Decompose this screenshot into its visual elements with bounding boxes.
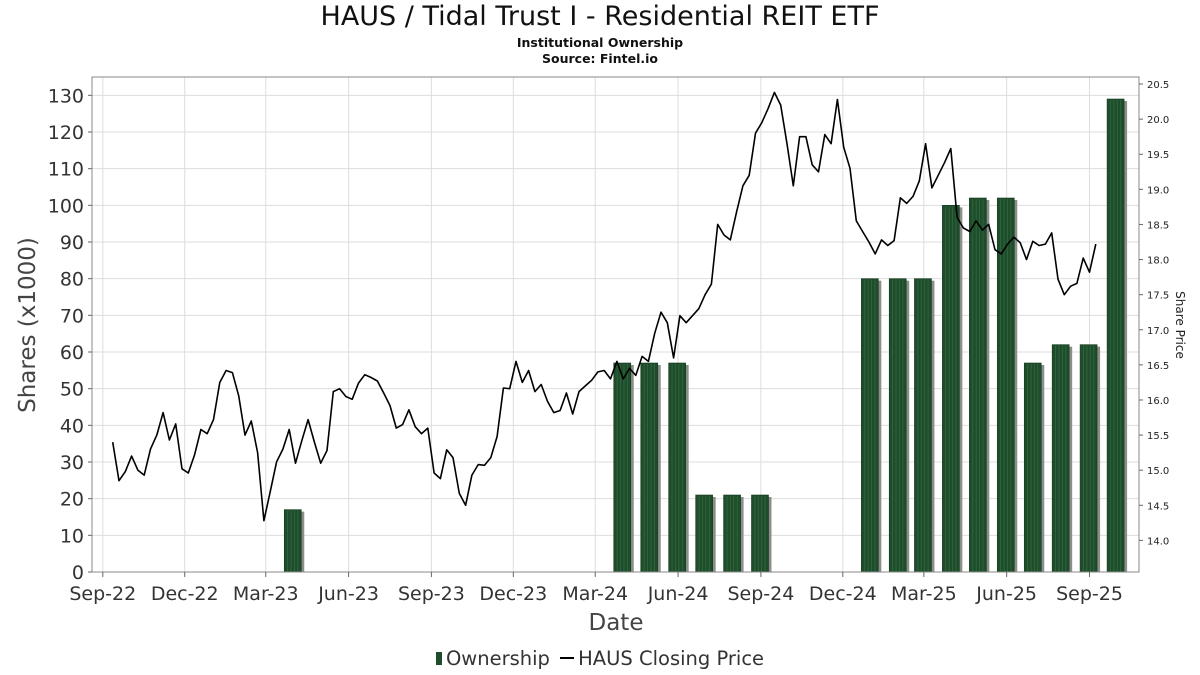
tick-label-right: 15.5 [1147,431,1169,442]
tick-label-right: 18.0 [1147,256,1169,267]
ownership-bar [1023,362,1042,573]
legend-ownership: Ownership [435,646,550,672]
y-axis-title: Shares (x1000) [15,237,41,413]
tick-label-left: 90 [60,232,84,254]
tick-label-x: Sep-23 [398,583,465,605]
tick-label-left: 80 [60,269,84,291]
tick-label-left: 20 [60,489,84,511]
tick-label-left: 0 [72,562,84,584]
tick-label-x: Sep-24 [727,583,794,605]
tick-label-x: Sep-25 [1056,583,1123,605]
ownership-bars [283,98,1128,573]
x-axis-title: Date [589,610,644,636]
tick-label-x: Mar-25 [891,583,957,605]
tick-label-x: Mar-24 [562,583,628,605]
ownership-bar [942,205,960,573]
tick-label-right: 20.0 [1147,115,1169,126]
tick-label-right: 16.5 [1147,361,1169,372]
tick-label-x: Dec-23 [479,583,547,605]
ownership-bar [283,509,302,573]
tick-label-right: 19.0 [1147,185,1169,196]
price-series-line [111,91,1097,522]
ownership-bar [888,278,907,573]
chart-subtitle: Institutional Ownership [516,35,684,50]
tick-label-right: 20.5 [1147,80,1169,91]
tick-label-right: 15.0 [1147,466,1169,477]
ownership-bar [751,494,769,573]
legend-line-swatch [560,657,575,659]
tick-label-right: 19.5 [1147,150,1169,161]
x-axis-ticks: Sep-22 Dec-22 Mar-23 Jun-23 Sep-23 Dec-23 Mar-… [69,572,1123,605]
tick-label-left: 10 [60,525,84,547]
tick-label-left: 110 [48,159,84,181]
tick-label-left: 30 [60,452,84,474]
left-axis-ticks: 0 10 20 30 40 50 60 70 80 90 100 110 120 130 [48,85,92,584]
ownership-bar [914,278,932,573]
tick-label-left: 70 [60,305,84,327]
tick-label-left: 40 [60,415,84,437]
ownership-bar [695,494,713,573]
tick-label-x: Dec-24 [809,583,877,605]
tick-label-right: 17.0 [1147,326,1169,337]
price-line [111,91,1097,522]
right-axis-ticks: 14.0 14.5 15.0 15.5 16.0 16.5 17.0 17.5 18.0 18.5… [1139,80,1169,547]
ownership-bar [723,494,741,573]
chart-source: Source: Fintel.io [542,51,658,66]
ownership-bar [613,362,632,573]
tick-label-left: 50 [60,379,84,401]
tick-label-x: Jun-23 [317,583,379,605]
tick-label-right: 14.0 [1147,536,1169,547]
plot-frame [91,76,1140,573]
chart-title: HAUS / Tidal Trust I - Residential REIT … [320,1,880,32]
tick-label-x: Jun-24 [647,583,709,605]
tick-label-right: 17.5 [1147,291,1169,302]
tick-label-left: 120 [48,122,84,144]
tick-label-right: 14.5 [1147,501,1169,512]
legend: Ownership HAUS Closing Price [0,646,1200,672]
tick-label-left: 130 [48,85,84,107]
legend-bar-swatch [435,652,442,665]
grid-lines [92,77,1139,573]
ownership-bar [996,197,1015,573]
tick-label-right: 16.0 [1147,396,1169,407]
tick-label-x: Jun-25 [975,583,1037,605]
ownership-bar [668,362,686,573]
tick-label-left: 100 [48,195,84,217]
tick-label-right: 18.5 [1147,220,1169,231]
ownership-bar [969,197,987,573]
ownership-bar [1051,344,1070,573]
ownership-bar [1106,98,1125,573]
tick-label-x: Dec-22 [151,583,219,605]
tick-label-x: Mar-23 [233,583,299,605]
y-axis-right-title: Share Price [1173,291,1187,359]
ownership-bar [861,278,879,573]
ownership-bar [640,362,659,573]
legend-price-label: HAUS Closing Price [578,647,765,670]
tick-label-x: Sep-22 [69,583,136,605]
ownership-bar [1079,344,1098,573]
tick-label-left: 60 [60,342,84,364]
legend-price: HAUS Closing Price [560,646,764,672]
legend-ownership-label: Ownership [445,647,550,670]
